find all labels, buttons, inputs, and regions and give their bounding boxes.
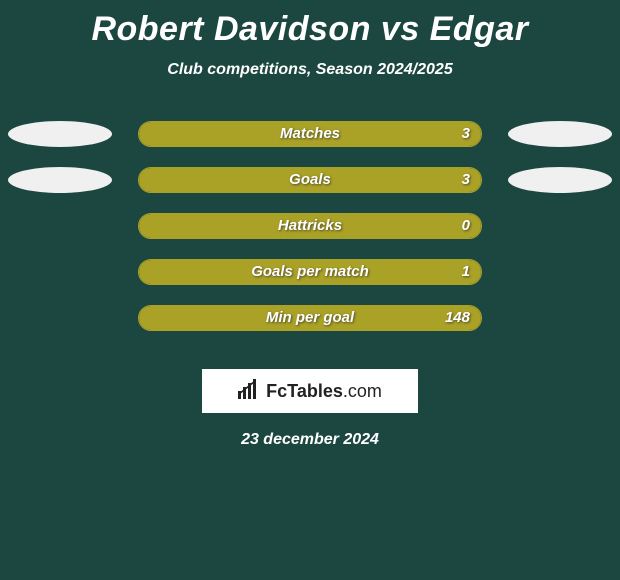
stat-row: Goals3 bbox=[0, 167, 620, 213]
logo-main: Tables bbox=[287, 381, 343, 401]
stat-row: Goals per match1 bbox=[0, 259, 620, 305]
stat-track bbox=[138, 167, 482, 193]
logo-suffix: .com bbox=[343, 381, 382, 401]
stat-fill-right bbox=[139, 168, 481, 192]
stat-track bbox=[138, 259, 482, 285]
stat-center: Matches bbox=[138, 121, 482, 147]
stat-center: Min per goal bbox=[138, 305, 482, 331]
stat-track bbox=[138, 213, 482, 239]
stat-center: Goals bbox=[138, 167, 482, 193]
logo-text: FcTables.com bbox=[266, 381, 382, 402]
player-left-ellipse bbox=[8, 121, 112, 147]
logo-box: FcTables.com bbox=[202, 369, 418, 413]
stat-center: Goals per match bbox=[138, 259, 482, 285]
date-text: 23 december 2024 bbox=[0, 431, 620, 449]
stats-chart: Matches3Goals3Hattricks0Goals per match1… bbox=[0, 121, 620, 351]
stat-fill-right bbox=[139, 214, 481, 238]
player-right-ellipse bbox=[508, 121, 612, 147]
stat-row: Hattricks0 bbox=[0, 213, 620, 259]
stat-fill-right bbox=[139, 122, 481, 146]
logo-prefix: Fc bbox=[266, 381, 287, 401]
stat-fill-right bbox=[139, 306, 481, 330]
logo: FcTables.com bbox=[238, 379, 382, 404]
stat-row: Min per goal148 bbox=[0, 305, 620, 351]
subtitle: Club competitions, Season 2024/2025 bbox=[0, 61, 620, 79]
stat-row: Matches3 bbox=[0, 121, 620, 167]
stat-center: Hattricks bbox=[138, 213, 482, 239]
player-right-ellipse bbox=[508, 167, 612, 193]
chart-icon bbox=[238, 379, 260, 404]
stat-fill-right bbox=[139, 260, 481, 284]
page-title: Robert Davidson vs Edgar bbox=[0, 0, 620, 49]
stat-track bbox=[138, 121, 482, 147]
stat-track bbox=[138, 305, 482, 331]
player-left-ellipse bbox=[8, 167, 112, 193]
